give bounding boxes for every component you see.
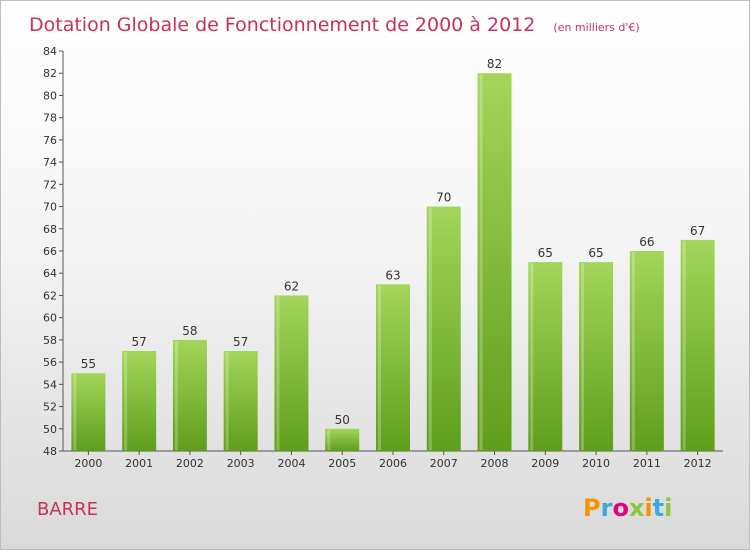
x-tick-label-2008: 2008: [481, 457, 509, 470]
proxiti-logo: Proxiti: [583, 494, 672, 522]
data-label-2005: 50: [335, 413, 350, 427]
data-label-2009: 65: [538, 246, 553, 260]
logo-letter: x: [629, 494, 645, 522]
x-tick-label-2002: 2002: [176, 457, 204, 470]
y-tick-label: 74: [43, 156, 57, 169]
bar-highlight: [428, 207, 432, 450]
data-label-2000: 55: [81, 357, 96, 371]
y-tick-label: 78: [43, 112, 57, 125]
chart-title-text: Dotation Globale de Fonctionnement de 20…: [29, 14, 535, 36]
bar-highlight: [124, 352, 128, 450]
logo-letter: i: [664, 494, 672, 522]
bar-highlight: [225, 352, 229, 450]
bar-2010: [579, 262, 614, 451]
bar-2003: [223, 351, 258, 451]
x-tick-label-2010: 2010: [582, 457, 610, 470]
bar-highlight: [631, 252, 635, 450]
x-tick-label-2007: 2007: [430, 457, 458, 470]
data-label-2003: 57: [233, 335, 248, 349]
logo-letter: r: [601, 494, 613, 522]
bar-2007: [426, 206, 461, 451]
bar-highlight: [73, 374, 77, 450]
data-label-2004: 62: [284, 279, 299, 293]
chart-subtitle: (en milliers d'€): [553, 21, 639, 34]
x-tick-label-2005: 2005: [328, 457, 356, 470]
bar-highlight: [276, 296, 280, 450]
bar-highlight: [581, 263, 585, 450]
x-tick-label-2011: 2011: [633, 457, 661, 470]
bar-2006: [376, 284, 410, 451]
x-axis-ticks: 2000 2001 2002 2003 2004 2005 2006 2007 2008 2009…: [74, 451, 712, 470]
logo-letter: t: [653, 494, 664, 522]
y-tick-label: 56: [43, 356, 57, 369]
y-tick-label: 64: [43, 267, 57, 280]
y-tick-label: 68: [43, 223, 57, 236]
y-tick-label: 58: [43, 334, 57, 347]
bar-highlight: [682, 240, 686, 450]
data-label-2007: 70: [436, 191, 451, 205]
bar-highlight: [174, 340, 178, 450]
y-tick-label: 72: [43, 178, 57, 191]
bar-highlight: [530, 263, 534, 450]
bar-2001: [122, 351, 157, 451]
data-label-2010: 65: [588, 246, 603, 260]
bar-highlight: [327, 429, 331, 450]
x-tick-label-2001: 2001: [125, 457, 153, 470]
y-tick-label: 54: [43, 378, 57, 391]
y-tick-label: 48: [43, 445, 57, 458]
y-tick-label: 52: [43, 401, 57, 414]
logo-letter: o: [612, 494, 629, 522]
bar-highlight: [479, 74, 483, 450]
x-tick-label-2012: 2012: [684, 457, 712, 470]
data-label-2002: 58: [182, 324, 197, 338]
y-tick-label: 60: [43, 312, 57, 325]
bar-highlight: [378, 285, 381, 450]
data-label-2008: 82: [487, 57, 502, 71]
y-axis-ticks: 48 50 52 54 56 58 60 62 64 66 68 70 72 74 76 78 80 82 84: [43, 45, 63, 458]
logo-letter: i: [644, 494, 652, 522]
y-tick-label: 62: [43, 289, 57, 302]
bar-2012: [680, 239, 715, 451]
data-label-2012: 67: [690, 224, 705, 238]
x-tick-label-2006: 2006: [379, 457, 407, 470]
y-tick-label: 84: [43, 45, 57, 58]
y-tick-label: 50: [43, 423, 57, 436]
x-tick-label-2000: 2000: [74, 457, 102, 470]
chart-title: Dotation Globale de Fonctionnement de 20…: [29, 14, 640, 36]
data-label-2006: 63: [385, 268, 400, 282]
x-tick-label-2004: 2004: [277, 457, 305, 470]
y-tick-label: 70: [43, 201, 57, 214]
bar-2011: [629, 251, 664, 451]
y-tick-label: 80: [43, 89, 57, 102]
y-tick-label: 76: [43, 134, 57, 147]
bar-2008: [477, 73, 512, 451]
place-name: BARRE: [37, 499, 98, 520]
bar-2002: [172, 339, 207, 451]
x-tick-label-2003: 2003: [227, 457, 255, 470]
bar-2009: [528, 262, 563, 451]
data-label-2011: 66: [639, 235, 654, 249]
y-tick-label: 82: [43, 67, 57, 80]
bar-2000: [71, 373, 106, 451]
bar-2005: [325, 428, 360, 451]
bars-group: 55 57 58 57 62 50 63 70 82 65 65 66 67: [71, 57, 715, 451]
bar-2004: [274, 295, 309, 451]
y-tick-label: 66: [43, 245, 57, 258]
logo-letter: P: [583, 494, 601, 522]
x-tick-label-2009: 2009: [531, 457, 559, 470]
data-label-2001: 57: [132, 335, 147, 349]
